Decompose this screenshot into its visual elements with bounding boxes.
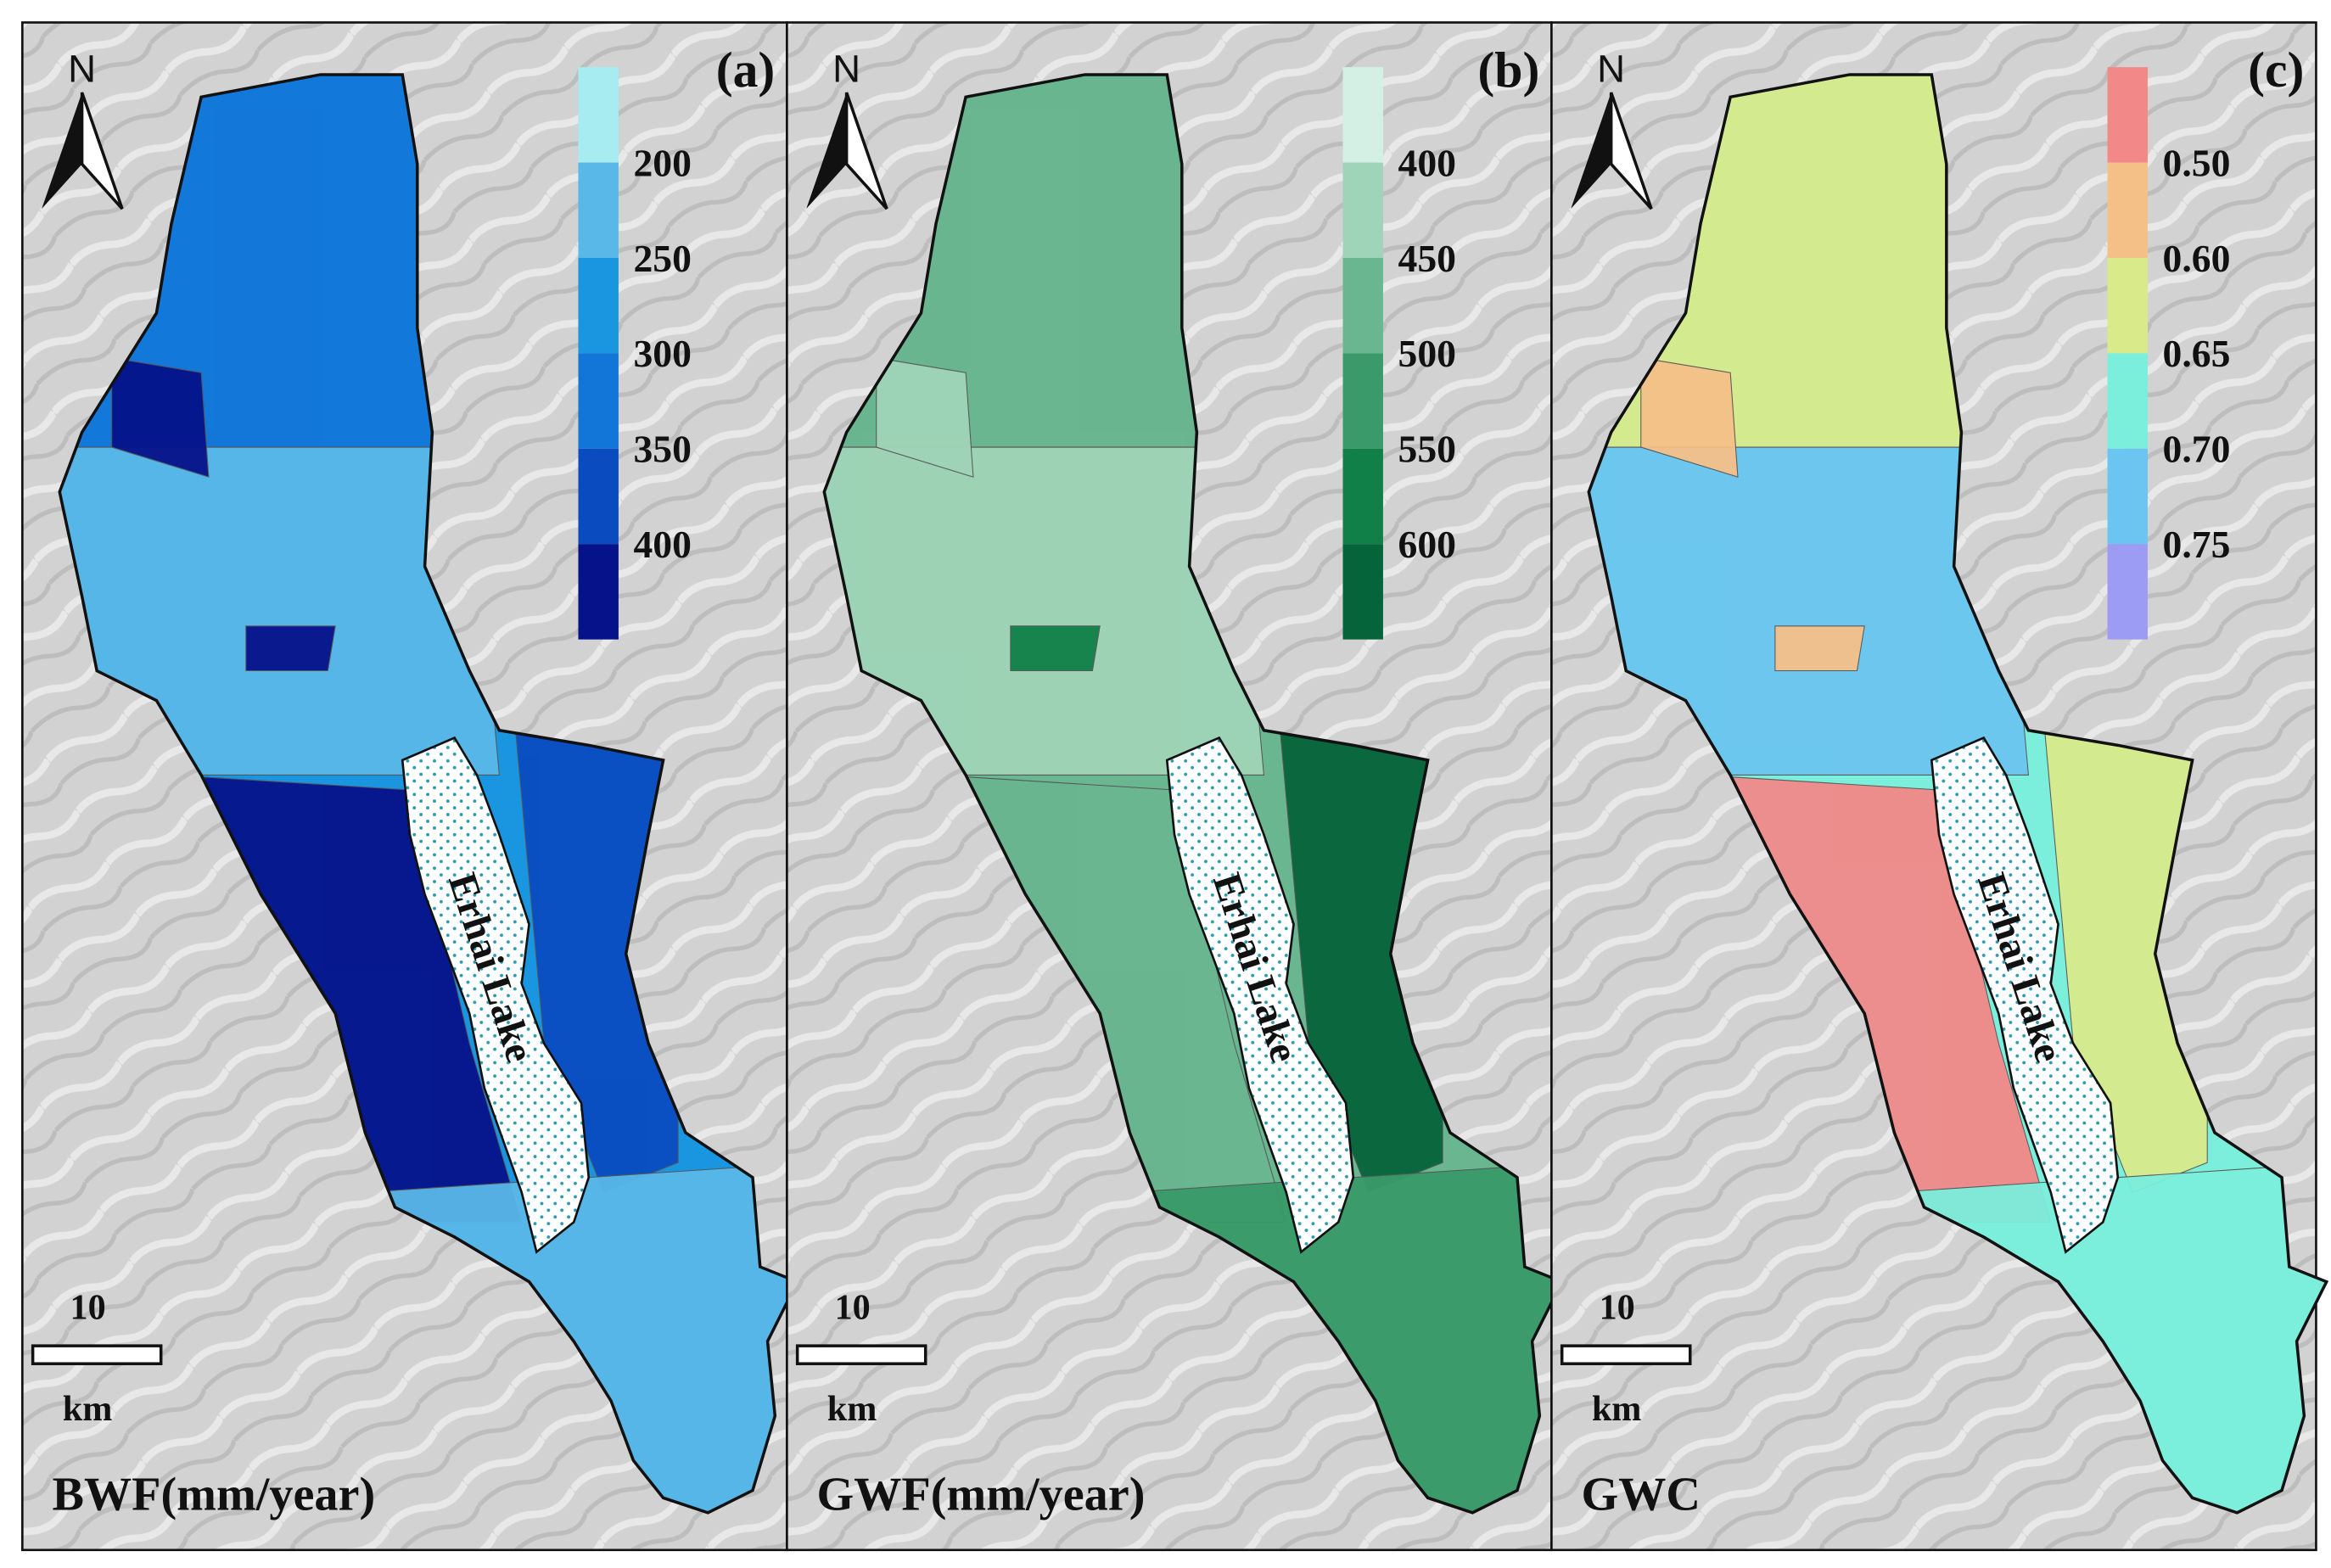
legend-label: 0.70 [2163,428,2231,471]
scale-unit: km [63,1389,113,1429]
subbasin [111,357,210,478]
legend-label: 0.65 [2163,332,2231,375]
legend-swatch [578,257,619,354]
legend-swatch [578,544,619,640]
legend-label: 0.60 [2163,237,2231,280]
basin-outline [1587,73,2329,1515]
legend-swatch [1342,162,1383,258]
legend-swatch [2107,353,2148,449]
scale-bar [31,1344,163,1365]
legend-label: 200 [633,141,691,184]
subbasin [876,357,974,478]
legend-swatch [2107,162,2148,258]
legend-label: 400 [633,523,691,566]
panel-title: GWF(mm/year) [817,1468,1146,1520]
map-panel: Erhai LakeN200250300350400(a)10kmBWF(mm/… [21,21,800,1552]
panel-title: GWC [1582,1468,1701,1520]
panel-label: (b) [1477,42,1539,98]
panel-title: BWF(mm/year) [52,1468,375,1520]
lake [401,736,591,1254]
legend-label: 550 [1398,428,1455,471]
scale-unit: km [827,1389,877,1429]
legend-label: 450 [1398,237,1455,280]
scale-bar [795,1344,927,1365]
panel-label: (a) [716,42,776,98]
lake [1930,736,2120,1254]
legend-swatch [578,448,619,545]
subbasin [1640,357,1739,478]
north-arrow-right [1609,92,1653,210]
basin-outline [58,73,800,1515]
legend-swatch [2107,257,2148,354]
scale-unit: km [1592,1389,1642,1429]
legend-label: 400 [1398,141,1455,184]
legend-label: 300 [633,332,691,375]
legend-label: 500 [1398,332,1455,375]
legend-swatch [1342,67,1383,163]
legend-label: 350 [633,428,691,471]
panel-label: (c) [2248,42,2304,98]
north-label: N [68,48,96,91]
map-panel: Erhai LakeN0.500.600.650.700.75(c)10kmGW… [1550,21,2329,1552]
subbasin [59,446,500,776]
subbasin [245,625,336,672]
subbasin [1589,446,2030,776]
legend-swatch [1342,448,1383,545]
legend-swatch [1342,257,1383,354]
scale-value: 10 [70,1288,106,1328]
subbasin [824,446,1264,776]
basin-outline [822,73,1565,1515]
legend-swatch [2107,544,2148,640]
north-label: N [1597,48,1625,91]
legend-swatch [578,162,619,258]
north-arrow-right [844,92,888,210]
legend-swatch [2107,67,2148,163]
north-arrow-left [1571,92,1611,210]
legend-swatch [578,353,619,449]
north-arrow-left [806,92,847,210]
lake [1165,736,1355,1254]
subbasin [1010,625,1101,672]
legend-label: 0.75 [2163,523,2231,566]
legend-label: 250 [633,237,691,280]
scale-value: 10 [835,1288,871,1328]
map-panel: Erhai LakeN400450500550600(b)10kmGWF(mm/… [786,21,1565,1552]
subbasin-group [1589,74,2327,1513]
subbasin [1774,625,1865,672]
north-arrow-right [80,92,124,210]
legend-swatch [2107,448,2148,545]
scale-bar [1560,1344,1692,1365]
legend-label: 0.50 [2163,141,2231,184]
north-arrow-left [42,92,82,210]
legend-swatch [1342,353,1383,449]
legend-swatch [1342,544,1383,640]
legend-label: 600 [1398,523,1455,566]
scale-value: 10 [1600,1288,1635,1328]
north-label: N [832,48,860,91]
legend-swatch [578,67,619,163]
